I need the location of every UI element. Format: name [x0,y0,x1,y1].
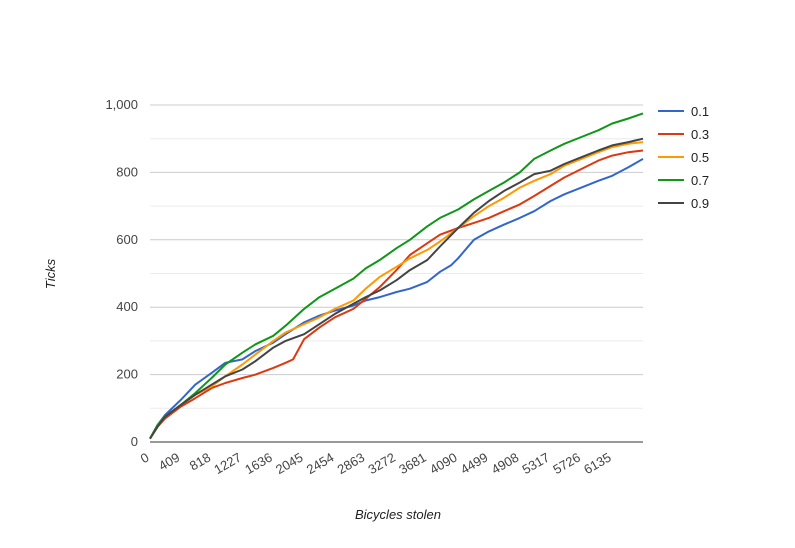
x-tick-label: 2863 [335,450,368,477]
legend-label[interactable]: 0.9 [691,196,709,211]
series-line-0-5[interactable] [149,141,644,440]
legend-label[interactable]: 0.1 [691,104,709,119]
y-tick-label: 1,000 [105,97,138,112]
x-tick-label: 4090 [427,450,460,477]
y-tick-label: 600 [116,232,138,247]
x-tick-label: 4908 [489,450,522,477]
y-tick-label: 400 [116,299,138,314]
series-line-0-1[interactable] [149,158,644,440]
x-axis-ticks: 0 409 818122716362045245428633272368140904… [138,450,614,477]
x-tick-label: 6135 [581,450,614,477]
x-tick-label: 4499 [458,450,491,477]
x-tick-label: 2045 [273,450,306,477]
x-tick-label: 5317 [520,450,553,477]
y-axis-ticks: 0 200 400 600 800 1,000 [105,97,138,449]
y-tick-label: 800 [116,164,138,179]
x-tick-label: 1636 [242,450,275,477]
x-tick-label: 3681 [396,450,429,477]
y-axis-title: Ticks [43,258,58,289]
x-tick-label: 818 [187,450,213,474]
y-tick-label: 200 [116,367,138,382]
y-tick-label: 0 [131,434,138,449]
legend[interactable]: 0.1 0.3 0.5 0.7 0.9 [658,104,709,211]
x-axis-title: Bicycles stolen [355,507,441,522]
legend-label[interactable]: 0.3 [691,127,709,142]
series-line-0-9[interactable] [149,137,644,440]
x-tick-label: 1227 [211,450,244,477]
legend-label[interactable]: 0.5 [691,150,709,165]
x-tick-label: 409 [156,450,182,474]
x-tick-label: 2454 [304,450,337,477]
legend-label[interactable]: 0.7 [691,173,709,188]
x-tick-label: 5726 [550,450,583,477]
series-line-0-7[interactable] [149,112,644,440]
series-lines [149,112,644,440]
series-line-0-3[interactable] [149,149,644,440]
x-tick-label: 0 [138,450,152,467]
x-tick-label: 3272 [365,450,398,477]
